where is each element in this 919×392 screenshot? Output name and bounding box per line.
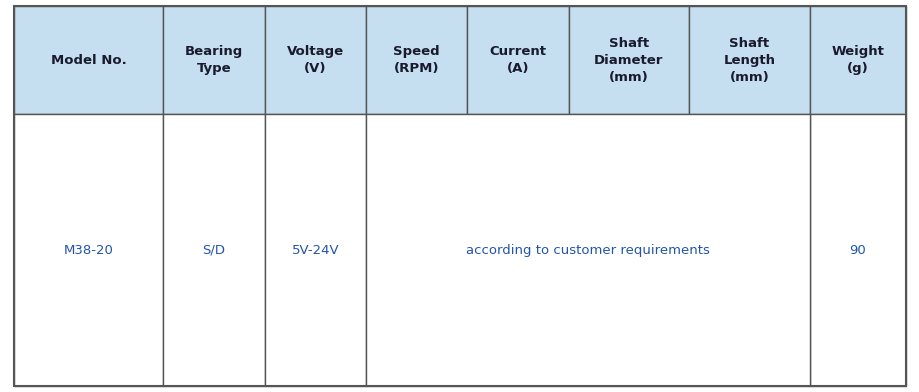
Text: Shaft
Diameter
(mm): Shaft Diameter (mm) bbox=[594, 36, 663, 83]
Bar bbox=[265, 114, 366, 386]
Bar bbox=[14, 6, 164, 114]
Text: Speed
(RPM): Speed (RPM) bbox=[392, 45, 439, 75]
Text: 90: 90 bbox=[848, 244, 866, 257]
Bar bbox=[688, 6, 809, 114]
Text: Voltage
(V): Voltage (V) bbox=[287, 45, 344, 75]
Bar bbox=[366, 114, 809, 386]
Text: Weight
(g): Weight (g) bbox=[831, 45, 883, 75]
Bar bbox=[164, 114, 265, 386]
Text: Current
(A): Current (A) bbox=[489, 45, 546, 75]
Bar bbox=[366, 6, 467, 114]
Text: according to customer requirements: according to customer requirements bbox=[465, 244, 709, 257]
Bar bbox=[809, 114, 905, 386]
Bar bbox=[265, 6, 366, 114]
Text: Bearing
Type: Bearing Type bbox=[185, 45, 243, 75]
Text: Shaft
Length
(mm): Shaft Length (mm) bbox=[722, 36, 775, 83]
Bar bbox=[809, 6, 905, 114]
Text: S/D: S/D bbox=[202, 244, 225, 257]
Bar bbox=[14, 114, 164, 386]
Bar bbox=[164, 6, 265, 114]
Text: Model No.: Model No. bbox=[51, 54, 126, 67]
Bar bbox=[568, 6, 688, 114]
Text: 5V-24V: 5V-24V bbox=[291, 244, 339, 257]
Bar bbox=[467, 6, 568, 114]
Text: M38-20: M38-20 bbox=[63, 244, 113, 257]
